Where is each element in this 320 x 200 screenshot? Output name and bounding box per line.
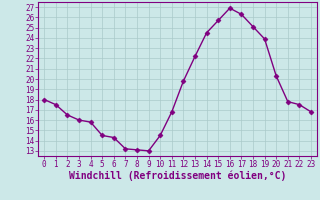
X-axis label: Windchill (Refroidissement éolien,°C): Windchill (Refroidissement éolien,°C): [69, 171, 286, 181]
